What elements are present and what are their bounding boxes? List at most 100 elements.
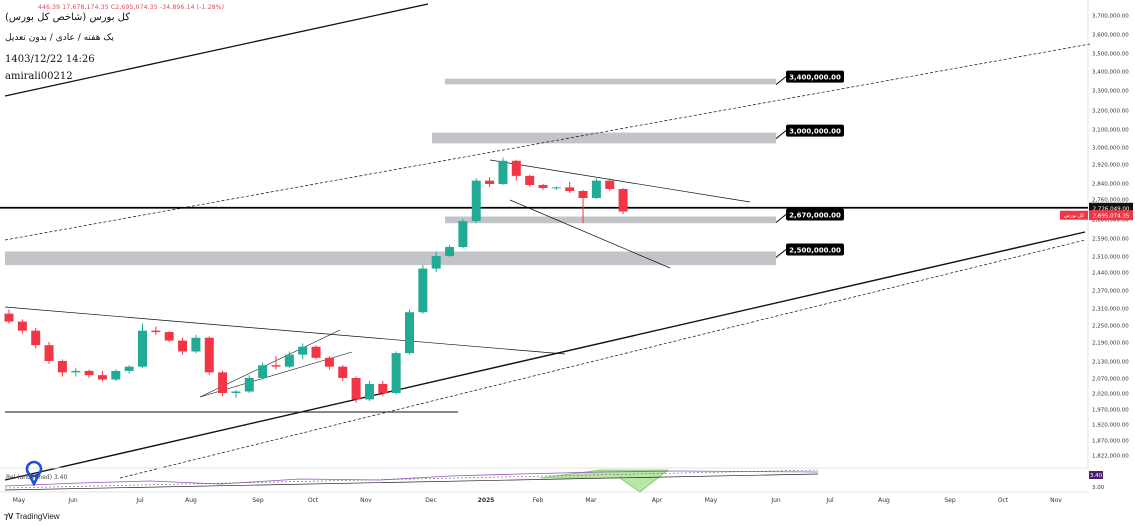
x-tick-label: Jul xyxy=(825,497,834,504)
candle-body xyxy=(298,346,308,355)
candle-body xyxy=(151,330,161,333)
x-tick-label: Apr xyxy=(652,497,663,504)
x-tick-label: Dec xyxy=(425,497,437,504)
candle-body xyxy=(204,337,214,373)
label-leader xyxy=(775,76,787,85)
trend-lines[interactable] xyxy=(0,3,1091,481)
candle-body xyxy=(525,175,535,185)
x-tick-label: Mar xyxy=(585,497,597,504)
oscillator-legend[interactable]: Rel (undefined) 3.40 xyxy=(6,474,68,481)
x-tick-label: Aug xyxy=(185,497,197,504)
candle-body xyxy=(231,391,241,393)
trend-line xyxy=(119,239,1086,479)
oscillator-value: 3.40 xyxy=(1090,473,1103,479)
candle-body xyxy=(551,187,561,189)
zone-rect xyxy=(432,132,776,144)
x-tick-label: 2025 xyxy=(478,497,495,504)
tradingview-logo[interactable]: ⁊V TradingView xyxy=(4,512,60,521)
zone-label-text: 2,670,000.00 xyxy=(789,212,841,220)
support-resistance-zones[interactable] xyxy=(5,78,776,266)
candle-body xyxy=(71,370,81,373)
candle-body xyxy=(485,180,495,184)
candle-body xyxy=(84,370,94,376)
candle-body xyxy=(17,321,27,331)
y-tick-label: 3,400,000.00 xyxy=(1092,70,1129,76)
y-tick-label: 3,700,000.00 xyxy=(1092,14,1129,20)
candle-body xyxy=(578,191,588,198)
candle-body xyxy=(445,247,455,256)
candle-body xyxy=(324,357,334,367)
oscillator-trend-dashed xyxy=(4,469,819,489)
candle-body xyxy=(498,160,508,184)
candle-body xyxy=(378,384,388,393)
y-tick-label: 2,310,000.00 xyxy=(1092,307,1129,313)
oscillator-line xyxy=(4,470,819,487)
trend-line xyxy=(4,43,1091,241)
zone-label-text: 3,400,000.00 xyxy=(789,74,841,82)
zone-labels[interactable]: 3,400,000.00 3,000,000.00 2,670,000.00 2,50… xyxy=(775,70,844,258)
zone-label-tag xyxy=(786,70,844,83)
candle-body xyxy=(391,353,401,393)
y-tick-label: 1,920,000.00 xyxy=(1092,423,1129,429)
candles[interactable] xyxy=(4,157,628,403)
candle-body xyxy=(44,345,54,361)
candle-body xyxy=(271,365,281,367)
y-tick-label: 2,370,000.00 xyxy=(1092,289,1129,295)
last-price-name: کل بورس xyxy=(1064,213,1085,219)
zone-rect xyxy=(445,78,776,85)
candle-body xyxy=(244,378,254,392)
candle-body xyxy=(284,354,294,367)
candle-body xyxy=(311,346,321,358)
candle-body xyxy=(418,268,428,313)
candle-body xyxy=(618,189,628,212)
y-tick-label: 3,200,000.00 xyxy=(1092,109,1129,115)
candle-body xyxy=(4,313,14,322)
x-tick-label: Oct xyxy=(308,497,319,504)
candle-body xyxy=(191,337,201,352)
candle-body xyxy=(138,330,147,367)
last-price-name-tag xyxy=(1060,210,1088,220)
x-tick-label: Nov xyxy=(1050,497,1062,504)
y-tick-label: 1,970,000.00 xyxy=(1092,408,1129,414)
candle-body xyxy=(258,365,268,378)
candle-body xyxy=(164,332,174,341)
candle-body xyxy=(338,366,348,378)
candle-body xyxy=(405,312,414,354)
trend-line xyxy=(4,3,429,97)
x-tick-label: Oct xyxy=(998,497,1009,504)
y-tick-label: 2,760,000.00 xyxy=(1092,198,1129,204)
y-tick-label: 3,500,000.00 xyxy=(1092,52,1129,58)
map-pin-icon[interactable] xyxy=(24,460,44,486)
candle-body xyxy=(458,221,468,247)
ohlc-values: 446.39 17,678,174.35 C2,695,074.35 -34,8… xyxy=(38,4,225,11)
y-tick-label: 2,020,000.00 xyxy=(1092,392,1129,398)
trend-line xyxy=(489,159,751,203)
x-tick-label: Jun xyxy=(67,497,78,504)
y-tick-label: 3,300,000.00 xyxy=(1092,89,1129,95)
y-tick-label: 1,822,000.00 xyxy=(1092,454,1129,460)
zone-label-text: 3,000,000.00 xyxy=(789,128,841,136)
trend-line xyxy=(4,306,566,355)
zone-label-tag xyxy=(786,124,844,137)
brand-name: TradingView xyxy=(15,512,60,521)
candle-body xyxy=(97,375,107,380)
x-tick-label: Aug xyxy=(878,497,890,504)
x-tick-label: Sep xyxy=(944,497,956,504)
interval-subtitle: یک هفته / عادی / بدون تعدیل xyxy=(5,33,114,43)
symbol-title[interactable]: کل بورس (شاخص کل بورس) xyxy=(5,12,131,23)
oscillator-pane[interactable]: 3.40 3.00 xyxy=(0,467,1105,493)
y-tick-label: 2,510,000.00 xyxy=(1092,255,1129,261)
x-tick-label: Feb xyxy=(533,497,544,504)
candle-body xyxy=(364,384,374,400)
x-tick-label: May xyxy=(705,497,718,504)
level-price-text: 2,726,049.00 xyxy=(1093,206,1130,212)
candle-body xyxy=(124,366,134,371)
x-tick-label: Nov xyxy=(360,497,372,504)
last-price-tag xyxy=(1089,210,1133,221)
last-price-text: 2,695,074.35 xyxy=(1093,214,1130,220)
y-tick-label: 3,600,000.00 xyxy=(1092,33,1129,39)
candle-body xyxy=(538,185,548,188)
oscillator-trend xyxy=(4,473,819,491)
y-tick-label: 1,870,000.00 xyxy=(1092,439,1129,445)
